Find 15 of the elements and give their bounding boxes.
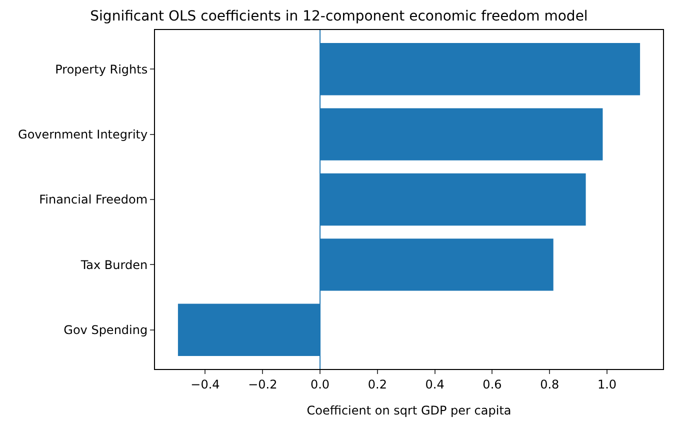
x-tick-label: 1.0 [597,377,617,392]
x-tick-label: −0.2 [248,377,278,392]
x-tick-label: 0.4 [425,377,444,392]
x-axis-title: Coefficient on sqrt GDP per capita [306,403,512,418]
x-tick-label: −0.4 [190,377,220,392]
y-tick-label: Government Integrity [18,128,148,142]
y-tick-label: Property Rights [55,62,148,76]
y-tick-label: Gov Spending [64,323,148,338]
chart-title: Significant OLS coefficients in 12-component economic freedom model [90,8,588,24]
x-tick-label: 0.6 [482,377,502,392]
y-tick-label: Tax Burden [80,258,148,272]
x-tick-label: 0.8 [540,377,560,392]
y-tick-label: Financial Freedom [39,192,148,207]
x-tick-label: 0.0 [310,377,330,392]
x-tick-label: 0.2 [368,377,387,392]
